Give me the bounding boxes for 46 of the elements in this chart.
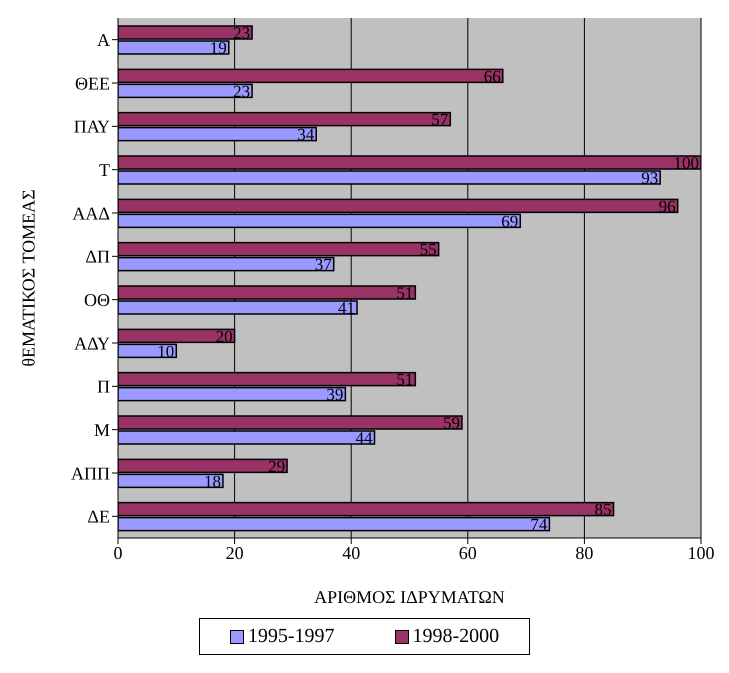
y-tick-label: Π bbox=[97, 376, 110, 397]
data-label: 37 bbox=[314, 255, 332, 274]
y-tick-label: Α bbox=[97, 30, 110, 50]
x-axis-title: ΑΡΙΘΜΟΣ ΙΔΡΥΜΑΤΩΝ bbox=[314, 587, 505, 607]
y-axis-title: θΕΜΑΤΙΚΟΣ ΤΟΜΕΑΣ bbox=[18, 189, 38, 367]
x-tick-label: 100 bbox=[688, 542, 714, 563]
y-tick-label: ΘΕΕ bbox=[75, 73, 110, 94]
data-label: 51 bbox=[396, 370, 414, 390]
x-tick-label: 0 bbox=[114, 542, 122, 563]
y-tick-label: Τ bbox=[99, 160, 110, 180]
data-label: 69 bbox=[501, 212, 518, 231]
data-label: 19 bbox=[210, 38, 227, 58]
data-label: 59 bbox=[442, 414, 460, 433]
data-label: 20 bbox=[216, 326, 233, 346]
y-tick-label: ΑΠΠ bbox=[71, 463, 110, 484]
y-tick-label: ΔΠ bbox=[85, 246, 110, 267]
y-tick-label: ΑΔΥ bbox=[74, 333, 110, 354]
y-tick-label: ΑΑΔ bbox=[72, 203, 110, 224]
data-label: 10 bbox=[157, 342, 174, 361]
legend-label: 1995-1997 bbox=[246, 625, 334, 648]
y-tick-label: ΔΕ bbox=[87, 506, 110, 527]
data-label: 85 bbox=[594, 500, 612, 520]
x-tick-label: 40 bbox=[342, 542, 360, 563]
x-tick-label: 20 bbox=[226, 542, 244, 563]
data-label: 57 bbox=[431, 110, 449, 130]
data-label: 18 bbox=[204, 472, 221, 491]
data-label: 66 bbox=[484, 66, 501, 86]
y-tick-label: Μ bbox=[94, 420, 110, 440]
data-label: 74 bbox=[530, 515, 548, 534]
data-label: 29 bbox=[268, 456, 286, 476]
x-tick-label: 60 bbox=[458, 542, 477, 563]
data-label: 39 bbox=[326, 385, 344, 404]
x-tick-label: 80 bbox=[575, 542, 594, 563]
data-label: 41 bbox=[338, 298, 356, 318]
legend-label: 1998-2000 bbox=[412, 625, 500, 648]
data-label: 44 bbox=[356, 428, 374, 448]
y-tick-label: ΟΘ bbox=[84, 290, 110, 310]
data-label: 96 bbox=[658, 196, 676, 216]
data-label: 23 bbox=[233, 24, 250, 43]
data-label: 100 bbox=[674, 154, 699, 173]
y-tick-label: ΠΑΥ bbox=[74, 116, 110, 137]
data-label: 34 bbox=[297, 125, 315, 144]
data-label: 93 bbox=[641, 168, 658, 188]
data-label: 55 bbox=[420, 240, 437, 260]
data-label: 23 bbox=[233, 82, 250, 101]
data-label: 51 bbox=[396, 284, 414, 303]
